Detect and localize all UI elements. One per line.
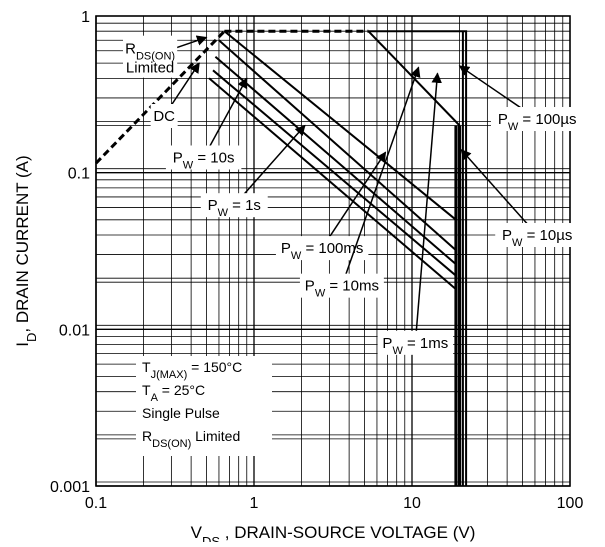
annotation-label-line2: Limited bbox=[126, 60, 174, 77]
x-tick-label: 0.1 bbox=[85, 495, 107, 512]
series-line bbox=[218, 39, 457, 251]
x-tick-label: 100 bbox=[557, 495, 584, 512]
annotation-pw-10us: PW = 10µs bbox=[460, 148, 580, 249]
annotation-label: PW = 10µs bbox=[502, 227, 572, 249]
x-tick-label: 1 bbox=[250, 495, 259, 512]
annotation-bg bbox=[200, 193, 268, 218]
annotation-arrow bbox=[414, 72, 442, 343]
annotation-pw-1s: PW = 1s bbox=[200, 124, 306, 219]
annotation-label: PW = 1s bbox=[208, 197, 261, 219]
annotation-arrow bbox=[233, 124, 306, 206]
series-line bbox=[223, 30, 457, 221]
annotation-arrow bbox=[202, 77, 248, 158]
annotation-pw-1ms: PW = 1ms bbox=[377, 72, 454, 357]
y-tick-label: 1 bbox=[81, 9, 90, 26]
annotation-bg bbox=[165, 145, 242, 170]
condition-line: RDS(ON) Limited bbox=[142, 428, 240, 450]
annotation-label: PW = 10s bbox=[173, 149, 235, 171]
annotation-arrow bbox=[321, 151, 387, 249]
y-axis-title: ID, DRAIN CURRENT (A) bbox=[13, 155, 39, 346]
plot-border bbox=[95, 15, 571, 487]
annotation-bg bbox=[377, 330, 454, 355]
annotation-dc: DC bbox=[150, 62, 200, 128]
tick-labels: 0.1 1 10 100 0.001 0.01 0.1 1 bbox=[50, 9, 583, 512]
annotation-pw-100us: PW = 100µs bbox=[458, 65, 584, 133]
annotation-label: PW = 1ms bbox=[382, 335, 448, 357]
annotation-bg bbox=[490, 107, 584, 132]
annotation-bg bbox=[495, 223, 580, 248]
x-axis-title: VDS , DRAIN-SOURCE VOLTAGE (V) bbox=[191, 523, 476, 542]
series-line bbox=[368, 30, 468, 486]
y-tick-label: 0.001 bbox=[50, 479, 90, 496]
annotation-label: PW = 10ms bbox=[305, 278, 379, 300]
x-tick-label: 10 bbox=[403, 495, 421, 512]
annotation-label: RDS(ON) bbox=[125, 41, 175, 63]
annotation-label: DC bbox=[153, 108, 175, 125]
annotation-bg bbox=[123, 35, 178, 78]
axis-titles: VDS , DRAIN-SOURCE VOLTAGE (V) ID, DRAIN … bbox=[13, 155, 476, 547]
condition-line: TJ(MAX) = 150°C bbox=[142, 359, 242, 381]
annotation-arrow bbox=[460, 148, 538, 236]
series-line bbox=[94, 30, 226, 165]
conditions-bg bbox=[136, 356, 272, 456]
series-line bbox=[214, 55, 457, 266]
annotations: RDS(ON)Limited DC PW = 10s PW = 1s PW = 100m… bbox=[123, 35, 584, 456]
condition-line: TA = 25°C bbox=[142, 382, 205, 404]
series-line bbox=[208, 77, 457, 291]
annotation-pw-10ms: PW = 10ms bbox=[299, 66, 421, 300]
series-line bbox=[212, 69, 457, 277]
annotation-bg bbox=[150, 103, 178, 128]
annotation-pw-10s: PW = 10s bbox=[165, 77, 248, 171]
annotation-label: PW = 100ms bbox=[281, 240, 364, 262]
annotation-label: PW = 100µs bbox=[498, 111, 577, 133]
condition-line: Single Pulse bbox=[142, 405, 220, 421]
y-tick-label: 0.1 bbox=[68, 166, 90, 183]
y-tick-label: 0.01 bbox=[59, 322, 90, 339]
series-layer bbox=[94, 29, 468, 486]
annotation-rds-limited: RDS(ON)Limited bbox=[123, 35, 208, 78]
annotation-bg bbox=[299, 273, 384, 298]
annotation-arrow bbox=[341, 66, 421, 286]
plot-frame bbox=[95, 15, 571, 487]
